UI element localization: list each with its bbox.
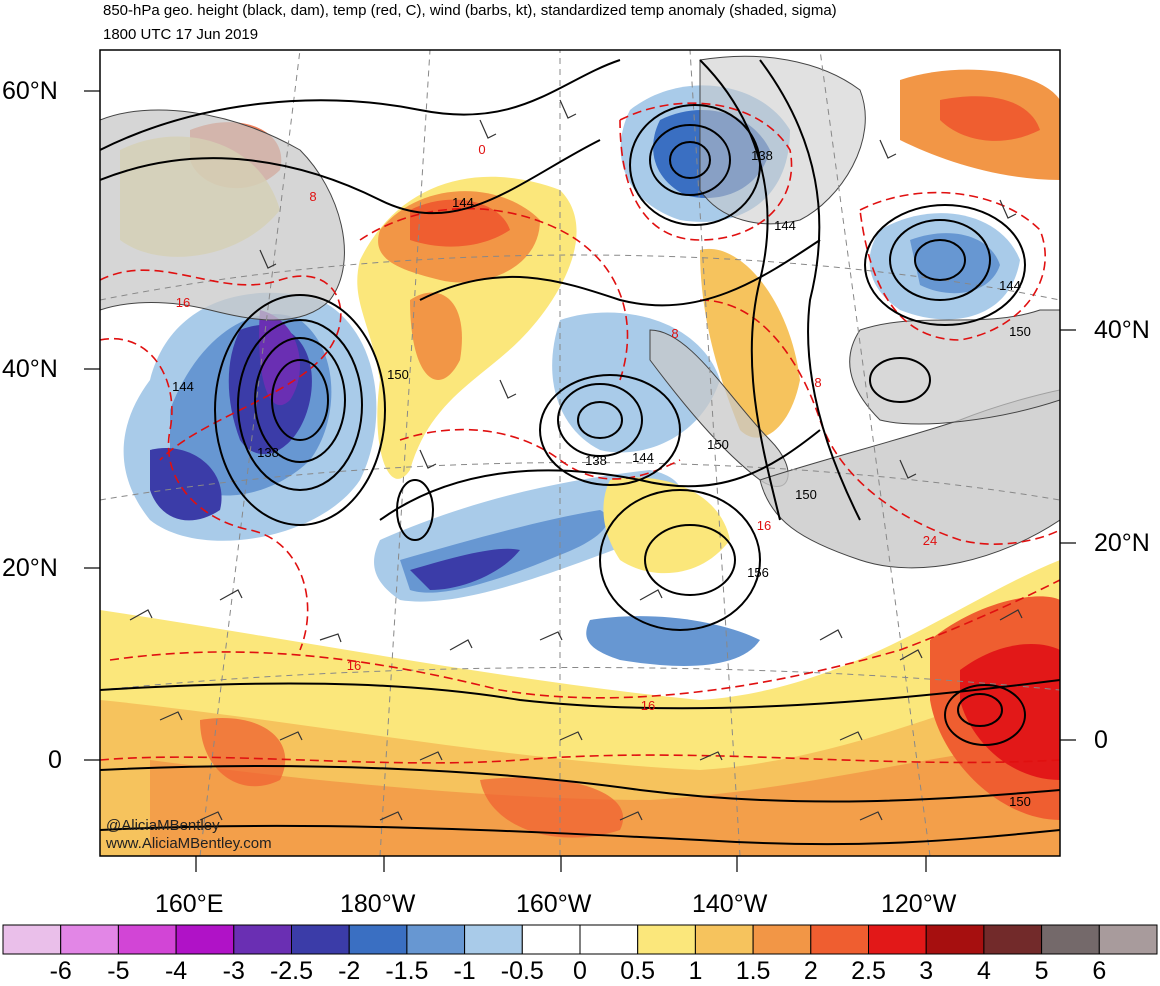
lat-label-right-40n: 40°N [1094, 316, 1150, 344]
height-label: 150 [707, 437, 729, 452]
colorbar-label: 1.5 [735, 957, 771, 985]
colorbar-swatch [637, 924, 696, 955]
colorbar-swatch [983, 924, 1043, 955]
height-label: 150 [1009, 794, 1031, 809]
colorbar-swatch [348, 924, 408, 955]
colorbar-swatch [925, 924, 985, 955]
colorbar-swatch [175, 924, 235, 955]
colorbar-label: 4 [976, 957, 991, 985]
colorbar-label: -4 [164, 957, 188, 985]
temperature-label: 8 [814, 375, 821, 390]
temperature-label: 16 [641, 698, 655, 713]
height-label: 144 [774, 218, 796, 233]
axis-ticks [84, 90, 1076, 872]
valid-time: 1800 UTC 17 Jun 2019 [103, 26, 259, 43]
colorbar-swatch [1098, 924, 1158, 955]
lat-label-right-20n: 20°N [1094, 529, 1150, 557]
map-frame [99, 49, 1061, 857]
colorbar-swatch [464, 924, 523, 955]
height-label: 144 [999, 278, 1021, 293]
colorbar-label: -1.5 [385, 957, 429, 985]
lat-label-eq: 0 [48, 746, 62, 774]
colorbar-swatch [752, 924, 812, 955]
colorbar-label: 3 [919, 957, 934, 985]
colorbar-label: -2 [338, 957, 361, 985]
map-title: 850-hPa geo. height (black, dam), temp (… [103, 2, 837, 19]
height-label: 144 [632, 450, 654, 465]
lon-label-180w: 180°W [340, 890, 416, 918]
colorbar-swatch [406, 924, 466, 955]
height-label: 150 [387, 367, 409, 382]
temperature-contour-labels: 8 16 8 8 16 16 16 24 0 [176, 142, 937, 713]
credit-handle: @AliciaMBentley [106, 817, 220, 834]
height-label: 150 [795, 487, 817, 502]
graticule [100, 50, 1060, 856]
colorbar-swatch [694, 924, 754, 955]
colorbar-swatch [579, 924, 639, 955]
lon-label-120w: 120°W [881, 890, 957, 918]
colorbar-label: 2.5 [851, 957, 886, 985]
colorbar-swatch [233, 924, 293, 955]
lat-label-20n: 20°N [2, 554, 58, 582]
colorbar-swatch [117, 924, 177, 955]
credit-website: www.AliciaMBentley.com [106, 835, 272, 852]
colorbar-swatch [60, 924, 119, 955]
colorbar-label: -6 [49, 957, 72, 985]
lat-label-40n: 40°N [2, 355, 58, 383]
colorbar-swatch [868, 924, 927, 955]
colorbar-label: -3 [222, 957, 245, 985]
land-masses [100, 55, 1060, 569]
colorbar-swatch [291, 924, 350, 955]
temperature-label: 0 [478, 142, 485, 157]
temperature-contours [100, 102, 1060, 764]
temperature-label: 16 [176, 295, 190, 310]
colorbar-swatch [1041, 924, 1100, 955]
colorbar-label: 1 [688, 957, 703, 985]
colorbar-label: 0.5 [620, 957, 656, 985]
lat-label-60n: 60°N [2, 77, 58, 105]
colorbar-swatch [521, 924, 581, 955]
height-label: 156 [747, 565, 769, 580]
height-contours [100, 59, 1060, 846]
anomaly-colorbar [2, 924, 1158, 955]
height-contour-labels: 144 138 144 144 150 144 138 138 144 150 … [172, 148, 1031, 809]
lat-label-right-eq: 0 [1094, 726, 1108, 754]
wind-barbs [129, 99, 1023, 821]
height-label: 144 [452, 195, 474, 210]
colorbar-label: 6 [1092, 957, 1107, 985]
colorbar-swatch [2, 924, 62, 955]
height-label: 150 [1009, 324, 1031, 339]
height-label: 138 [585, 453, 607, 468]
temperature-label: 8 [671, 326, 678, 341]
colorbar-label: -5 [107, 957, 130, 985]
height-label: 138 [751, 148, 773, 163]
colorbar-label: 0 [573, 957, 587, 985]
colorbar-label: -0.5 [500, 957, 544, 985]
temperature-label: 8 [309, 189, 316, 204]
height-label: 144 [172, 379, 194, 394]
temperature-label: 16 [347, 658, 361, 673]
colorbar-label: 5 [1034, 957, 1049, 985]
colorbar-swatch [810, 924, 869, 955]
height-label: 138 [257, 445, 279, 460]
colorbar-label: -2.5 [269, 957, 314, 985]
temperature-label: 24 [923, 533, 937, 548]
lon-label-140w: 140°W [692, 890, 768, 918]
temperature-label: 16 [757, 518, 771, 533]
colorbar-label: -1 [453, 957, 476, 985]
lon-label-160e: 160°E [155, 890, 224, 918]
lon-label-160w: 160°W [516, 890, 592, 918]
colorbar-label: 2 [803, 957, 818, 985]
weather-map: 144 138 144 144 150 144 138 138 144 150 … [84, 49, 1076, 872]
